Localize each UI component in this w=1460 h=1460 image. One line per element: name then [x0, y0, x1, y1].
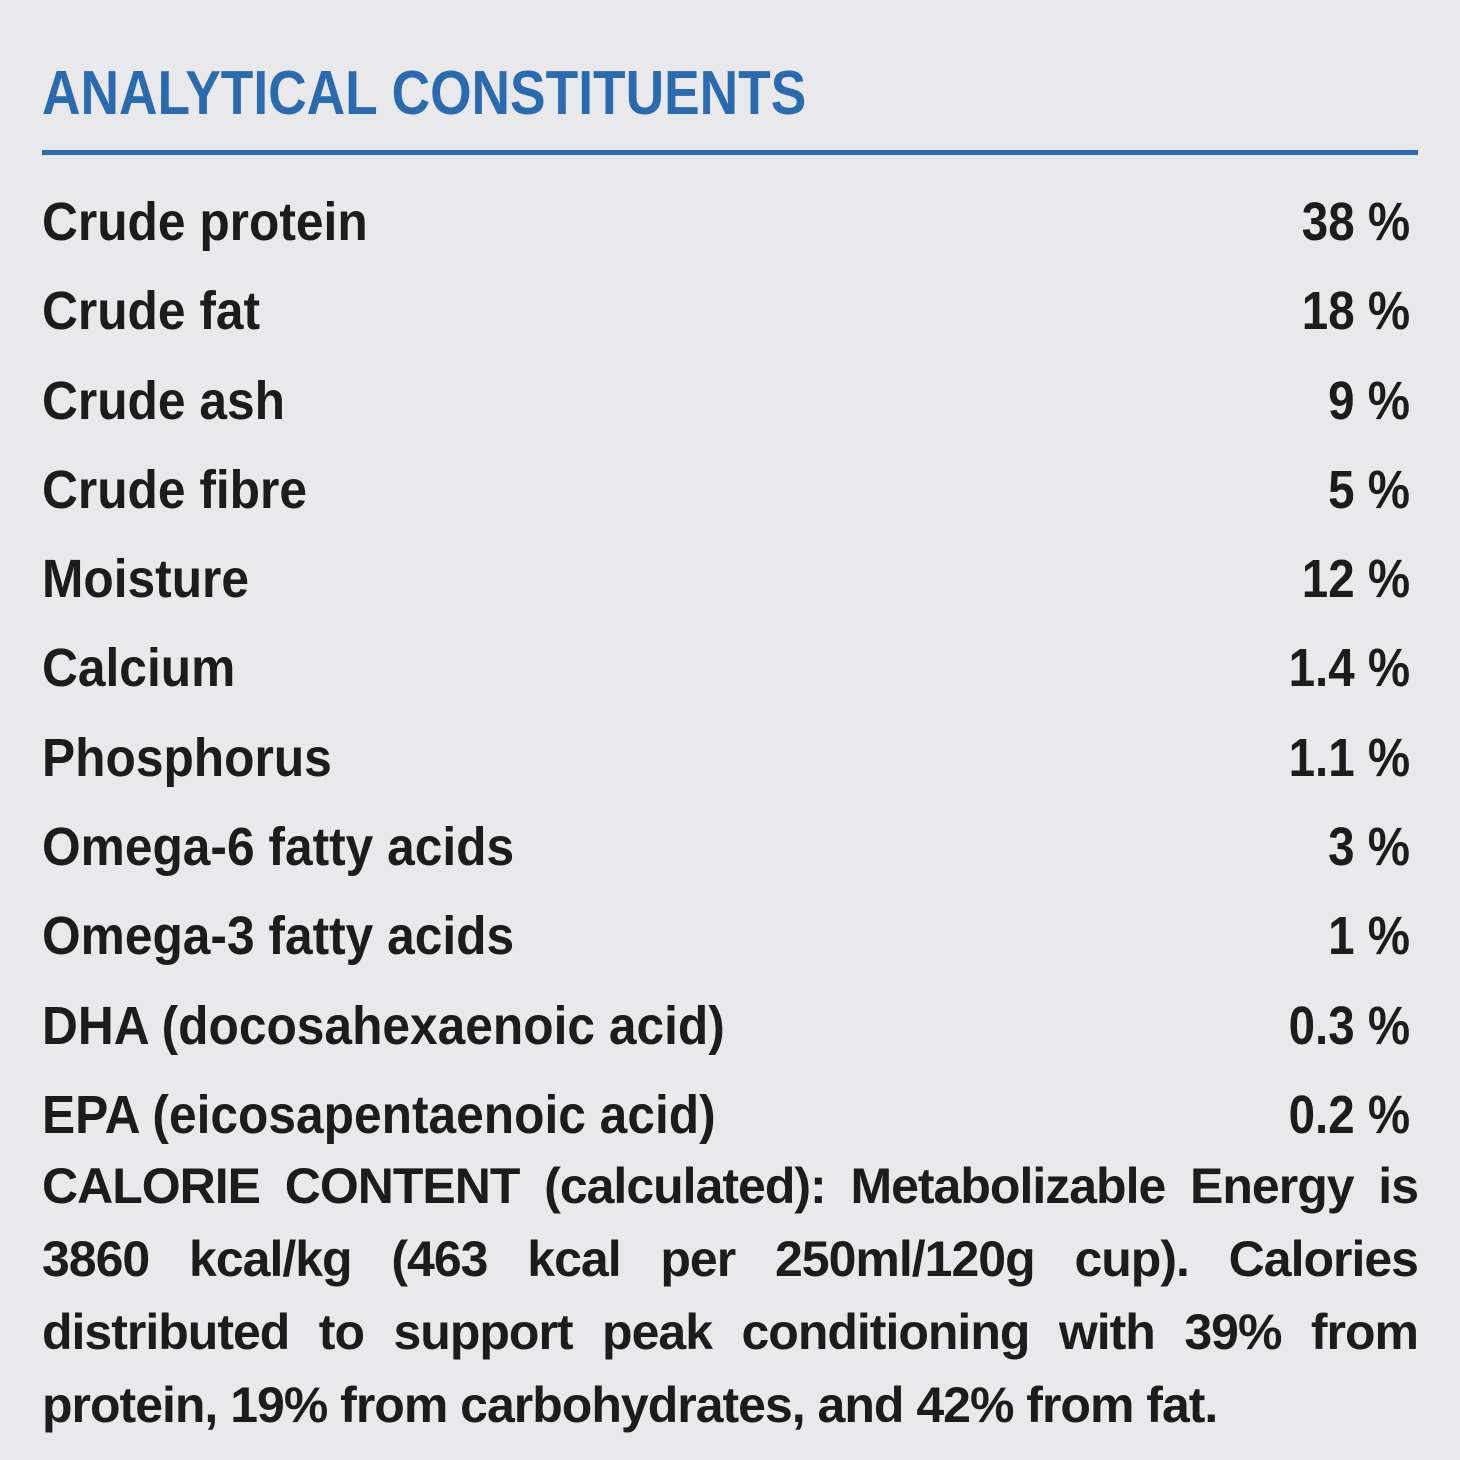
constituent-row-crude-ash: Crude ash 9 % — [42, 357, 1418, 446]
constituent-row-omega-3: Omega-3 fatty acids 1 % — [42, 892, 1418, 981]
constituent-label: Moisture — [42, 549, 250, 610]
constituent-label: Crude fat — [42, 281, 261, 342]
constituent-value: 9 % — [1328, 370, 1410, 431]
constituent-label: Crude protein — [42, 192, 368, 252]
title-divider — [42, 150, 1418, 155]
constituent-label: Phosphorus — [42, 727, 332, 788]
constituent-row-crude-fibre: Crude fibre 5 % — [42, 446, 1418, 535]
constituent-row-calcium: Calcium 1.4 % — [42, 624, 1418, 713]
constituent-value: 1.4 % — [1288, 638, 1410, 699]
analytical-constituents-panel: ANALYTICAL CONSTITUENTS Crude protein 38… — [42, 0, 1419, 1460]
constituent-value: 0.2 % — [1288, 1084, 1410, 1145]
calorie-content-paragraph: CALORIE CONTENT (calculated): Metaboliza… — [42, 1158, 1419, 1433]
constituent-row-omega-6: Omega-6 fatty acids 3 % — [42, 803, 1418, 892]
constituent-label: Omega-3 fatty acids — [42, 906, 515, 967]
constituent-label: EPA (eicosapentaenoic acid) — [42, 1084, 716, 1145]
constituent-label: Calcium — [42, 638, 236, 699]
constituent-label: Crude fibre — [42, 459, 308, 520]
constituent-row-moisture: Moisture 12 % — [42, 535, 1418, 624]
constituent-row-crude-fat: Crude fat 18 % — [42, 267, 1418, 356]
constituent-value: 0.3 % — [1288, 995, 1410, 1056]
constituent-row-phosphorus: Phosphorus 1.1 % — [42, 714, 1418, 803]
constituent-value: 1 % — [1328, 906, 1410, 967]
constituent-value: 12 % — [1301, 549, 1410, 610]
constituent-row-epa: EPA (eicosapentaenoic acid) 0.2 % — [42, 1071, 1418, 1160]
constituent-label: DHA (docosahexaenoic acid) — [42, 995, 725, 1056]
constituent-value: 18 % — [1301, 281, 1410, 342]
constituent-row-dha: DHA (docosahexaenoic acid) 0.3 % — [42, 982, 1418, 1071]
section-title: ANALYTICAL CONSTITUENTS — [42, 59, 807, 128]
constituent-value: 3 % — [1328, 817, 1410, 878]
constituent-value: 38 % — [1301, 192, 1410, 252]
constituent-value: 1.1 % — [1288, 727, 1410, 788]
constituent-row-crude-protein: Crude protein 38 % — [42, 178, 1418, 267]
constituent-label: Omega-6 fatty acids — [42, 817, 515, 878]
constituent-label: Crude ash — [42, 370, 285, 431]
constituent-value: 5 % — [1328, 459, 1410, 520]
constituents-list: Crude protein 38 % Crude fat 18 % Crude … — [42, 178, 1418, 1160]
